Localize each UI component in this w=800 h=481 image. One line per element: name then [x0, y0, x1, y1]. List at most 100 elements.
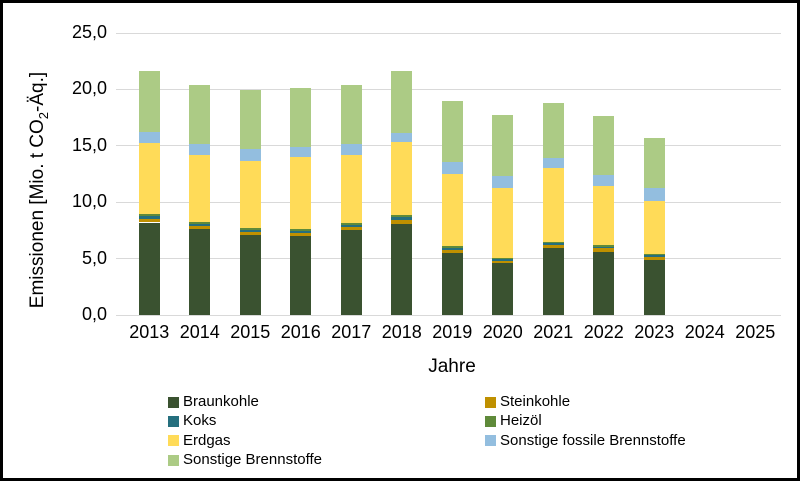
bar-segment-sonstige-brennstoffe-2014 — [189, 85, 211, 144]
bar-segment-braunkohle-2013 — [138, 222, 160, 315]
bar-segment-sonstige-fossile-brennstoffe-2017 — [340, 143, 362, 156]
bar-segment-braunkohle-2021 — [542, 248, 564, 315]
y-axis-tick-label: 25,0 — [71, 22, 107, 42]
bar-segment-steinkohle-2020 — [492, 260, 514, 264]
legend-label: Heizöl — [500, 412, 542, 430]
bar-segment-steinkohle-2016 — [290, 233, 312, 237]
bar-segment-heiz-l-2021 — [542, 241, 564, 244]
legend-label: Koks — [183, 412, 217, 430]
bar-segment-braunkohle-2016 — [290, 236, 312, 315]
bar-segment-koks-2021 — [542, 243, 564, 246]
y-axis-tick-label: 15,0 — [71, 134, 107, 155]
bar-segment-sonstige-fossile-brennstoffe-2014 — [189, 143, 211, 156]
bar-segment-koks-2015 — [239, 230, 261, 233]
legend-item-braunkohle: Braunkohle — [168, 394, 259, 410]
bar-segment-sonstige-fossile-brennstoffe-2019 — [441, 162, 463, 174]
bar-segment-braunkohle-2014 — [189, 229, 211, 315]
legend-swatch — [168, 415, 179, 427]
bar-segment-braunkohle-2022 — [593, 251, 615, 315]
gridline — [116, 32, 781, 34]
legend-swatch — [485, 435, 496, 447]
legend-swatch — [168, 435, 179, 447]
bar-segment-heiz-l-2015 — [239, 228, 261, 231]
bar-segment-erdgas-2022 — [593, 186, 615, 246]
bar-segment-erdgas-2016 — [290, 157, 312, 230]
bar-segment-sonstige-fossile-brennstoffe-2022 — [593, 174, 615, 187]
x-axis-tick-label: 2024 — [684, 322, 725, 342]
bar-segment-sonstige-brennstoffe-2020 — [492, 115, 514, 177]
bar-segment-erdgas-2018 — [391, 142, 413, 215]
bar-segment-erdgas-2013 — [138, 142, 160, 215]
bar-segment-steinkohle-2022 — [593, 248, 615, 252]
x-axis-tick-label: 2018 — [381, 322, 422, 342]
y-axis-tick-label: 0,0 — [81, 304, 107, 324]
bar-segment-sonstige-brennstoffe-2013 — [138, 70, 160, 132]
x-axis-tick-label: 2020 — [482, 322, 523, 342]
bar-segment-koks-2023 — [643, 255, 665, 257]
legend-swatch — [168, 454, 179, 466]
x-axis-tick-label: 2017 — [331, 322, 372, 342]
bar-segment-sonstige-fossile-brennstoffe-2021 — [542, 158, 564, 168]
x-axis-tick-label: 2016 — [280, 322, 321, 342]
bar-segment-steinkohle-2017 — [340, 227, 362, 231]
bar-segment-sonstige-fossile-brennstoffe-2018 — [391, 133, 413, 143]
gridline — [116, 88, 781, 90]
bar-segment-koks-2019 — [441, 247, 463, 250]
bar-segment-heiz-l-2017 — [340, 222, 362, 225]
legend-swatch — [485, 396, 496, 408]
bar-segment-steinkohle-2014 — [189, 225, 211, 230]
x-axis-tick-label: 2021 — [533, 322, 574, 342]
x-axis-tick-label: 2022 — [583, 322, 624, 342]
legend-swatch — [485, 415, 496, 427]
legend-label: Sonstige Brennstoffe — [183, 451, 322, 469]
bar-segment-heiz-l-2023 — [643, 254, 665, 256]
bar-segment-sonstige-brennstoffe-2016 — [290, 87, 312, 147]
x-axis-tick-label: 2019 — [432, 322, 473, 342]
bar-segment-heiz-l-2022 — [593, 245, 615, 247]
legend-item-steinkohle: Steinkohle — [485, 394, 570, 410]
bar-segment-steinkohle-2018 — [391, 219, 413, 224]
x-axis-title: Jahre — [428, 356, 476, 377]
bar-segment-heiz-l-2020 — [492, 258, 514, 260]
legend-item-erdgas: Erdgas — [168, 432, 231, 449]
bar-segment-koks-2018 — [391, 216, 413, 220]
bar-segment-sonstige-brennstoffe-2018 — [391, 70, 413, 134]
bar-segment-heiz-l-2019 — [441, 246, 463, 248]
bar-segment-braunkohle-2018 — [391, 223, 413, 315]
bar-segment-steinkohle-2013 — [138, 219, 160, 223]
x-axis-tick-label: 2025 — [735, 322, 776, 342]
bar-segment-heiz-l-2018 — [391, 214, 413, 217]
bar-segment-sonstige-fossile-brennstoffe-2023 — [643, 187, 665, 202]
bar-segment-koks-2016 — [290, 230, 312, 234]
y-axis-tick-label: 10,0 — [71, 191, 107, 212]
bar-segment-erdgas-2015 — [239, 161, 261, 229]
bar-segment-braunkohle-2017 — [340, 230, 362, 315]
legend-item-heiz-l: Heizöl — [485, 413, 542, 429]
bar-segment-braunkohle-2020 — [492, 263, 514, 315]
legend-item-sonstige-fossile-brennstoffe: Sonstige fossile Brennstoffe — [485, 431, 686, 449]
bar-segment-sonstige-brennstoffe-2021 — [542, 102, 564, 159]
bar-segment-sonstige-brennstoffe-2023 — [643, 137, 665, 188]
y-axis-tick-label: 20,0 — [71, 78, 107, 99]
bar-segment-erdgas-2021 — [542, 167, 564, 242]
x-axis-tick-label: 2015 — [230, 322, 271, 342]
bar-segment-erdgas-2014 — [189, 155, 211, 222]
legend-item-koks: Koks — [168, 413, 216, 429]
bar-segment-sonstige-fossile-brennstoffe-2020 — [492, 176, 514, 189]
bar-segment-erdgas-2017 — [340, 155, 362, 223]
bar-segment-koks-2017 — [340, 224, 362, 227]
legend-item-sonstige-brennstoffe: Sonstige Brennstoffe — [168, 452, 322, 468]
bar-segment-koks-2014 — [189, 223, 211, 226]
bar-segment-heiz-l-2013 — [138, 214, 160, 217]
bar-segment-erdgas-2023 — [643, 201, 665, 255]
legend-label: Steinkohle — [500, 393, 571, 410]
bar-segment-steinkohle-2021 — [542, 245, 564, 249]
bar-segment-koks-2020 — [492, 259, 514, 261]
bar-segment-steinkohle-2019 — [441, 249, 463, 253]
x-axis-tick-label: 2014 — [179, 322, 220, 342]
bar-segment-sonstige-fossile-brennstoffe-2016 — [290, 146, 312, 158]
bar-segment-sonstige-brennstoffe-2015 — [239, 89, 261, 150]
legend-label: Sonstige fossile Brennstoffe — [500, 431, 686, 449]
x-axis-tick-label: 2013 — [129, 322, 170, 342]
